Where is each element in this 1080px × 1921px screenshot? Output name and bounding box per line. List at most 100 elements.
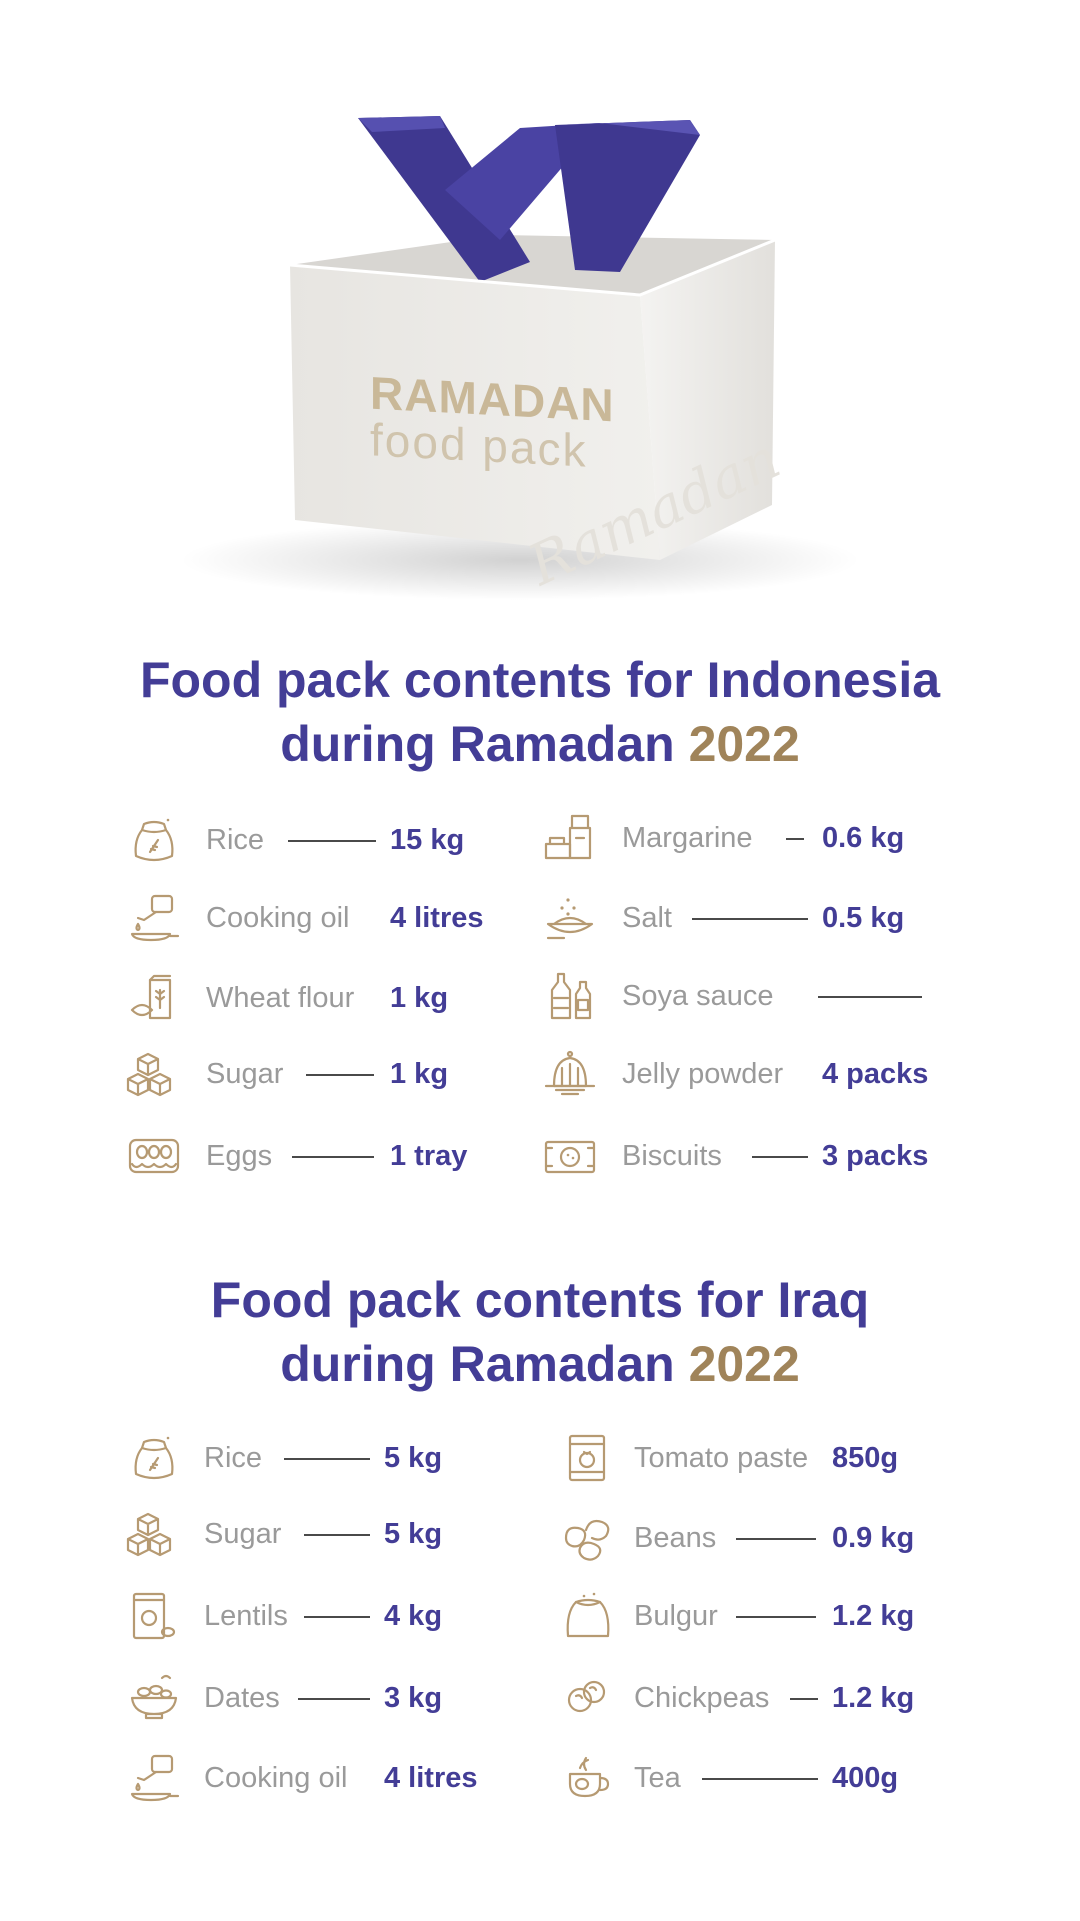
item-name: Salt <box>622 901 672 934</box>
leader-line <box>306 1074 374 1076</box>
item-name: Rice <box>204 1441 263 1474</box>
list-item: Jelly powder 4 packs <box>0 1044 1080 1104</box>
item-name: Biscuits <box>622 1139 722 1172</box>
leader-line <box>818 996 922 998</box>
box-handle <box>358 116 700 282</box>
item-quantity: 4 litres <box>384 1761 478 1794</box>
list-item: Sugar 1 kg <box>0 1044 1080 1104</box>
item-quantity: 4 kg <box>384 1599 443 1632</box>
sugar-cubes-icon <box>126 1506 182 1562</box>
item-name: Tomato paste <box>634 1441 809 1474</box>
leader-line <box>292 1156 374 1158</box>
list-item: Lentils 4 kg <box>0 1586 1080 1646</box>
egg-tray-icon <box>126 1128 182 1184</box>
food-pack-box-image <box>180 116 860 600</box>
item-name: Tea <box>634 1761 681 1794</box>
item-name: Cooking oil <box>204 1761 348 1794</box>
wheat-flour-icon <box>126 970 182 1026</box>
list-item: Beans 0.9 kg <box>0 1508 1080 1568</box>
leader-line <box>298 1698 370 1700</box>
item-quantity: 3 kg <box>384 1681 443 1714</box>
item-quantity: 400g <box>832 1761 899 1794</box>
jelly-icon <box>542 1046 598 1102</box>
beans-icon <box>560 1510 616 1566</box>
item-name: Dates <box>204 1681 280 1714</box>
indonesia-title-year: 2022 <box>688 716 800 772</box>
item-quantity: 5 kg <box>384 1517 443 1550</box>
list-item: Cooking oil 4 litres <box>0 888 1080 948</box>
list-item: Sugar 5 kg <box>0 1504 1080 1564</box>
item-name: Rice <box>206 823 265 856</box>
list-item: Rice 5 kg <box>0 1428 1080 1488</box>
item-name: Sugar <box>206 1057 284 1090</box>
leader-line <box>304 1616 370 1618</box>
item-name: Beans <box>634 1521 717 1554</box>
leader-line <box>736 1538 816 1540</box>
tea-cup-icon <box>560 1750 616 1806</box>
item-quantity: 1.2 kg <box>832 1599 915 1632</box>
rice-sack-icon <box>126 1430 182 1486</box>
item-name: Sugar <box>204 1517 282 1550</box>
iraq-title-year: 2022 <box>688 1336 800 1392</box>
list-item: Margarine 0.6 kg <box>0 808 1080 868</box>
item-quantity: 1 tray <box>390 1139 468 1172</box>
bulgur-sack-icon <box>560 1588 616 1644</box>
item-quantity: 4 litres <box>390 901 484 934</box>
item-quantity: 5 kg <box>384 1441 443 1474</box>
indonesia-title: Food pack contents for Indonesia during … <box>0 648 1080 776</box>
leader-line <box>702 1778 818 1780</box>
rice-sack-icon <box>126 812 182 868</box>
chickpeas-icon <box>560 1670 616 1726</box>
leader-line <box>288 840 376 842</box>
item-quantity: 1.2 kg <box>832 1681 915 1714</box>
item-name: Bulgur <box>634 1599 718 1632</box>
leader-line <box>786 838 804 840</box>
list-item: Rice 15 kg <box>0 810 1080 870</box>
leader-line <box>692 918 808 920</box>
list-item: Eggs 1 tray <box>0 1126 1080 1186</box>
iraq-title-line1: Food pack contents for Iraq <box>210 1272 870 1328</box>
iraq-title: Food pack contents for Iraq during Ramad… <box>0 1268 1080 1396</box>
cooking-oil-icon <box>126 1750 182 1806</box>
iraq-title-line2-text: during Ramadan <box>280 1336 689 1392</box>
item-quantity: 0.6 kg <box>822 821 905 854</box>
item-name: Margarine <box>622 821 753 854</box>
salt-icon <box>542 890 598 946</box>
list-item: Cooking oil 4 litres <box>0 1748 1080 1808</box>
item-quantity: 850g <box>832 1441 899 1474</box>
list-item: Salt 0.5 kg <box>0 888 1080 948</box>
sugar-cubes-icon <box>126 1046 182 1102</box>
list-item: Wheat flour 1 kg <box>0 968 1080 1028</box>
item-quantity: 15 kg <box>390 823 465 856</box>
list-item: Soya sauce <box>0 966 1080 1026</box>
iraq-title-line2: during Ramadan 2022 <box>0 1332 1080 1396</box>
leader-line <box>736 1616 816 1618</box>
indonesia-title-line2: during Ramadan 2022 <box>0 712 1080 776</box>
item-name: Eggs <box>206 1139 273 1172</box>
indonesia-title-line2-text: during Ramadan <box>280 716 689 772</box>
item-name: Lentils <box>204 1599 288 1632</box>
biscuits-icon <box>542 1128 598 1184</box>
list-item: Tomato paste 850g <box>0 1428 1080 1488</box>
tomato-paste-icon <box>560 1430 616 1486</box>
item-quantity: 1 kg <box>390 981 449 1014</box>
box-label-food-pack: food pack <box>370 413 588 477</box>
margarine-icon <box>542 810 598 866</box>
lentils-bag-icon <box>126 1588 182 1644</box>
leader-line <box>790 1698 818 1700</box>
item-quantity: 1 kg <box>390 1057 449 1090</box>
cooking-oil-icon <box>126 890 182 946</box>
list-item: Biscuits 3 packs <box>0 1126 1080 1186</box>
list-item: Bulgur 1.2 kg <box>0 1586 1080 1646</box>
item-name: Soya sauce <box>622 979 774 1012</box>
hero-illustration: RAMADAN food pack Ramadan <box>0 0 1080 640</box>
item-quantity: 0.5 kg <box>822 901 905 934</box>
item-name: Wheat flour <box>206 981 355 1014</box>
item-quantity: 0.9 kg <box>832 1521 915 1554</box>
leader-line <box>752 1156 808 1158</box>
dates-bowl-icon <box>126 1670 182 1726</box>
soya-sauce-icon <box>542 968 598 1024</box>
list-item: Tea 400g <box>0 1748 1080 1808</box>
leader-line <box>304 1534 370 1536</box>
item-name: Chickpeas <box>634 1681 770 1714</box>
